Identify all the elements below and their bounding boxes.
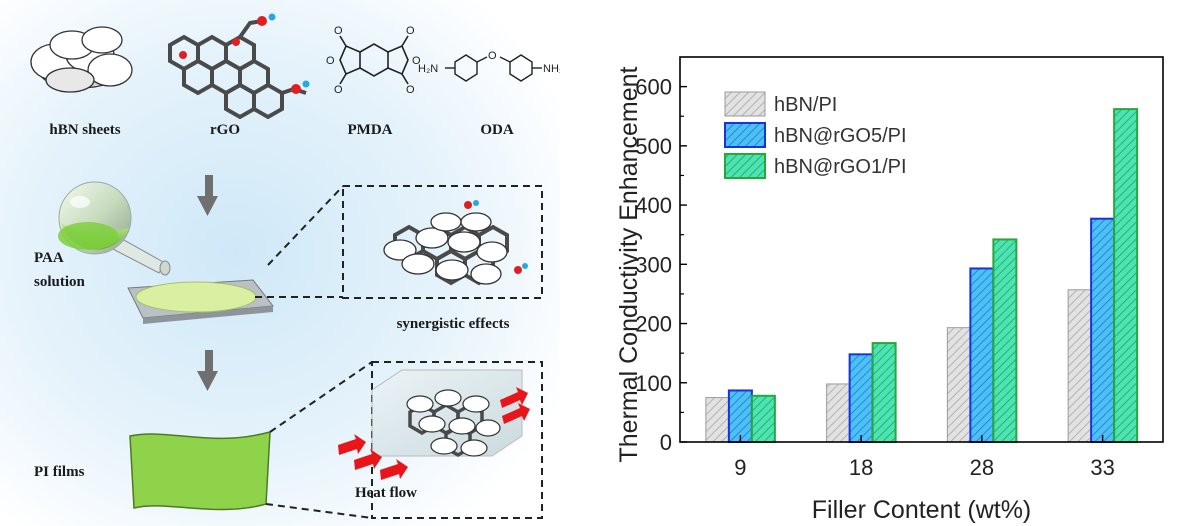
substrate-film-icon xyxy=(127,279,274,324)
bar-hbn-rgo1-pi-18 xyxy=(871,342,897,444)
hbn-sheets-icon xyxy=(30,26,133,93)
rgo-functional-groups-icon xyxy=(179,13,310,94)
bar-hbn-pi-9 xyxy=(705,397,730,443)
svg-text:O: O xyxy=(406,25,415,37)
oda-structure-icon xyxy=(445,54,542,82)
zoom-box-synergistic xyxy=(255,185,543,299)
legend-label-2: hBN@rGO1/PI xyxy=(774,156,907,178)
bar-hbn-rgo1-pi-9 xyxy=(750,394,776,443)
pmda-structure-icon xyxy=(339,35,409,85)
legend-swatch-0 xyxy=(724,91,766,117)
process-arrow-1-icon xyxy=(197,175,218,216)
flask-icon xyxy=(58,181,171,276)
bar-hbn-rgo1-pi-28 xyxy=(992,238,1018,443)
bar-hbn-rgo1-pi-33 xyxy=(1113,108,1139,443)
legend-swatch-1 xyxy=(724,122,766,148)
y-tick-label-100: 100 xyxy=(635,371,672,396)
bar-hbn-rgo5-pi-28 xyxy=(969,267,995,444)
legend-label-0: hBN/PI xyxy=(774,94,837,116)
svg-text:O: O xyxy=(334,84,343,96)
x-tick-label-9: 9 xyxy=(734,455,746,480)
bar-hbn-pi-28 xyxy=(946,327,971,443)
legend-label-1: hBN@rGO5/PI xyxy=(774,125,907,147)
svg-text:O: O xyxy=(326,55,335,67)
x-tick-label-33: 33 xyxy=(1090,455,1114,480)
y-axis-label: Thermal Conductivity Enhancement xyxy=(615,66,643,462)
svg-text:O: O xyxy=(412,55,421,67)
x-tick-label-28: 28 xyxy=(970,455,994,480)
pmda-atoms-icon: O O O O O O xyxy=(326,25,421,96)
bar-hbn-pi-18 xyxy=(826,383,851,443)
oda-label: ODA xyxy=(480,122,514,138)
oda-amine-left: H₂N xyxy=(418,63,438,75)
pi-films-label: PI films xyxy=(34,464,85,480)
bar-hbn-rgo5-pi-33 xyxy=(1090,217,1116,443)
y-tick-label-500: 500 xyxy=(635,134,672,159)
pmda-label: PMDA xyxy=(348,122,393,138)
zoom-box-heat-flow xyxy=(265,361,543,519)
plot-area: 0 100 200 300 400 500 600 9 18 28 33 Filler Content… xyxy=(615,56,1164,524)
synergistic-effects-label: synergistic effects xyxy=(397,316,510,332)
paa-label: PAA xyxy=(34,250,64,266)
plot-frame xyxy=(679,56,1164,443)
rgo-label: rGO xyxy=(210,122,240,138)
composite-block-icon xyxy=(371,369,523,458)
bar-hbn-rgo5-pi-9 xyxy=(727,389,753,444)
hbn-sheets-label: hBN sheets xyxy=(49,122,120,138)
pi-film-icon xyxy=(129,431,271,511)
oda-oxygen-label: O xyxy=(488,50,497,62)
preparation-schematic: O O O O O O O H₂N NH₂ hBN sheets rGO PMDA O… xyxy=(0,0,560,526)
oda-amine-right: NH₂ xyxy=(543,63,560,75)
legend-swatch-2 xyxy=(724,153,766,179)
svg-text:O: O xyxy=(334,25,343,37)
solution-label: solution xyxy=(34,274,86,290)
y-tick-label-600: 600 xyxy=(635,75,672,100)
x-tick-label-18: 18 xyxy=(849,455,873,480)
y-tick-label-400: 400 xyxy=(635,193,672,218)
svg-text:O: O xyxy=(406,84,415,96)
x-axis-label: Filler Content (wt%) xyxy=(812,496,1032,524)
y-tick-label-0: 0 xyxy=(660,430,672,455)
hybrid-filler-icon xyxy=(383,200,528,286)
y-tick-label-300: 300 xyxy=(635,252,672,277)
bar-hbn-pi-33 xyxy=(1067,289,1092,443)
process-arrow-2-icon xyxy=(197,350,218,391)
y-tick-label-200: 200 xyxy=(635,312,672,337)
bar-hbn-rgo5-pi-18 xyxy=(848,353,874,444)
heat-flow-arrows-icon xyxy=(338,387,530,480)
heat-flow-label: Heat flow xyxy=(355,485,417,501)
thermal-conductivity-chart: 0 100 200 300 400 500 600 9 18 28 33 Filler Content… xyxy=(615,56,1164,524)
